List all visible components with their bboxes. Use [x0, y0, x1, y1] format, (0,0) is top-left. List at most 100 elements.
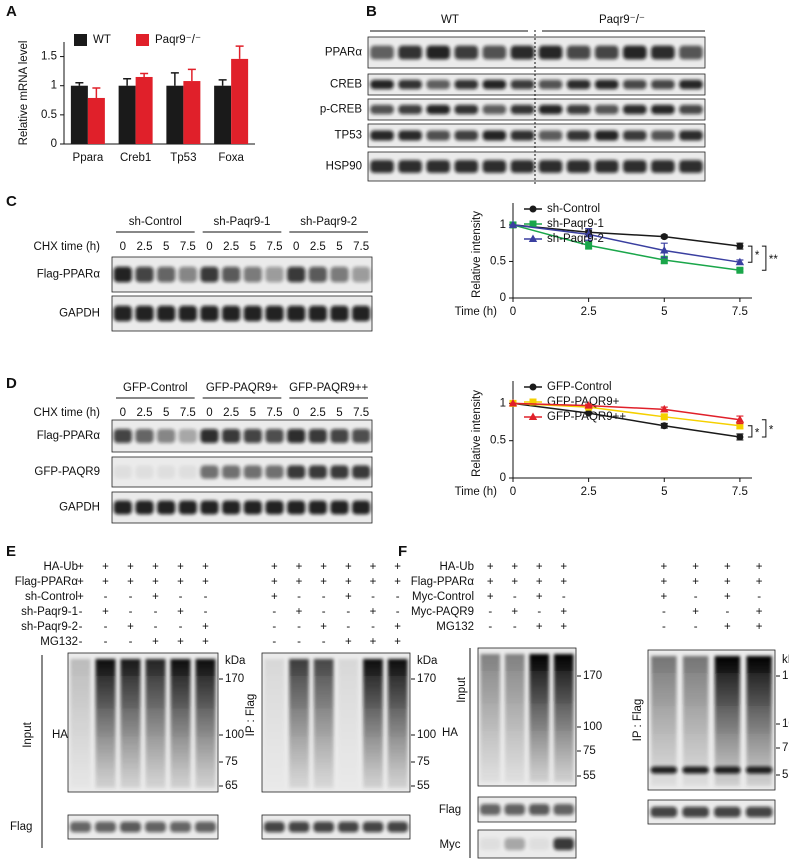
marker-label: 100: [225, 729, 244, 741]
sign: +: [724, 591, 731, 603]
condition-label: Flag-PPARα: [411, 576, 475, 588]
blot-band: [679, 79, 703, 90]
blot-band: [553, 804, 575, 815]
significance-bracket: [747, 245, 753, 263]
sign: +: [202, 636, 209, 648]
group-label: GFP-Control: [123, 382, 188, 394]
sign: -: [346, 621, 350, 633]
blot-band: [622, 104, 647, 115]
significance-label: *: [755, 250, 760, 262]
time-label: 5: [163, 407, 169, 419]
blot-membrane: [261, 814, 411, 840]
marker-label: 75: [583, 745, 596, 757]
blot-smear: [363, 659, 383, 788]
sign: -: [79, 621, 83, 633]
y-tick-label: 1.5: [41, 51, 57, 63]
bar: [231, 58, 249, 144]
blot-band: [243, 305, 262, 322]
y-axis-label: Relative intensity: [471, 211, 483, 298]
point: [660, 404, 669, 413]
sign: +: [536, 561, 543, 573]
point: [508, 398, 518, 407]
time-label: 7.5: [353, 241, 369, 253]
blot-band: [370, 79, 394, 90]
sign: +: [296, 576, 303, 588]
blot-band: [398, 45, 422, 60]
row-label: TP53: [335, 130, 363, 142]
sign: -: [322, 591, 326, 603]
sign: +: [560, 621, 567, 633]
sign: -: [179, 591, 183, 603]
blot-band: [113, 305, 132, 322]
blot-band: [538, 79, 563, 90]
blot-band: [454, 160, 479, 173]
blot-band: [622, 45, 647, 60]
blot-membrane: [111, 256, 373, 293]
x-tick-label: 5: [661, 306, 667, 318]
blot-membrane: [111, 419, 373, 453]
blot-band: [538, 45, 563, 60]
legend-label: GFP-Control: [547, 381, 612, 393]
sign: +: [345, 636, 352, 648]
blot-band: [113, 428, 132, 444]
legend-marker: [528, 234, 538, 242]
blot-band: [308, 428, 327, 444]
sign: +: [102, 561, 109, 573]
error-bar: [123, 77, 132, 86]
blot-band: [479, 837, 501, 851]
blot-band: [745, 806, 773, 818]
blot-band: [566, 79, 591, 90]
blot-membrane: [111, 491, 373, 524]
blot-band: [398, 160, 422, 173]
condition-label: HA-Ub: [439, 561, 474, 573]
significance-label: *: [755, 427, 760, 439]
marker-label: 75: [417, 756, 430, 768]
blot-band: [352, 465, 371, 479]
sign: -: [104, 636, 108, 648]
blot-band: [538, 160, 563, 173]
point: [584, 401, 593, 409]
bar: [183, 81, 201, 144]
error-bar: [92, 87, 101, 98]
sign: +: [756, 621, 763, 633]
sign: +: [511, 576, 518, 588]
sign: +: [202, 621, 209, 633]
sign: +: [692, 606, 699, 618]
blot-band: [287, 500, 306, 515]
blot-band: [362, 821, 384, 833]
sign: +: [202, 576, 209, 588]
blot-band: [528, 804, 550, 815]
sign: +: [271, 576, 278, 588]
row-label: Flag: [439, 804, 461, 816]
sign: +: [724, 576, 731, 588]
blot-band: [398, 104, 422, 115]
row-label: GAPDH: [59, 308, 100, 320]
blot-smear: [289, 659, 309, 788]
sign: +: [296, 561, 303, 573]
blot-band: [178, 428, 197, 444]
blot-band: [243, 428, 262, 444]
sign: +: [320, 621, 327, 633]
legend-label: sh-Paqr9-1: [547, 218, 604, 230]
blot-band: [651, 130, 675, 141]
sign: -: [104, 621, 108, 633]
error-bar: [235, 45, 244, 59]
sign: +: [536, 576, 543, 588]
sign: -: [179, 621, 183, 633]
blot-band: [113, 500, 132, 515]
blot-smear: [170, 659, 191, 788]
sign: -: [346, 606, 350, 618]
bar: [166, 85, 184, 144]
sign: -: [272, 636, 276, 648]
blot-band: [330, 305, 349, 322]
blot-membrane: [367, 123, 706, 148]
time-label: 2.5: [137, 241, 153, 253]
blot-membrane: [67, 814, 219, 840]
condition-label: CHX time (h): [34, 407, 101, 419]
blot-band: [482, 79, 507, 90]
marker-label: 55: [417, 780, 430, 792]
sign: +: [394, 636, 401, 648]
blot-band: [622, 79, 647, 90]
marker-label: kDa: [782, 654, 789, 666]
group-label: Paqr9⁻/⁻: [599, 14, 645, 26]
